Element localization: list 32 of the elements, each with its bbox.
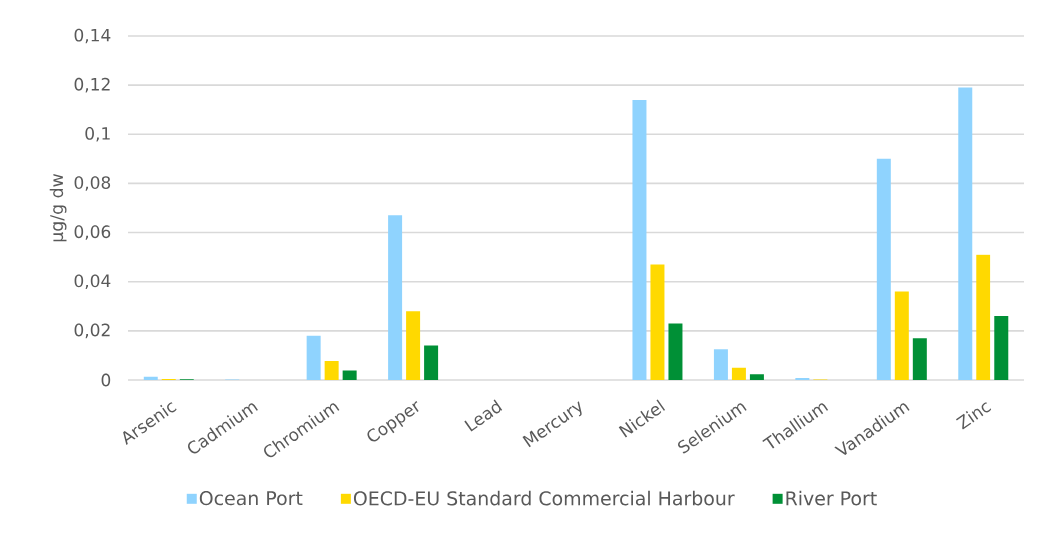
y-tick-label: 0,1 <box>85 126 110 142</box>
y-tick-label: 0,04 <box>74 274 111 289</box>
bar <box>342 370 357 380</box>
bar <box>424 345 439 380</box>
x-tick-label: Zinc <box>956 402 992 430</box>
y-tick-label: 0 <box>101 373 111 387</box>
y-tick-label: 0,14 <box>74 28 111 44</box>
bar <box>976 254 991 380</box>
y-tick-label: 0,12 <box>74 77 110 93</box>
bar <box>958 87 973 380</box>
bar <box>632 99 647 380</box>
bar <box>713 349 728 380</box>
y-tick-label: 0,06 <box>74 225 111 240</box>
bar <box>650 264 665 380</box>
bar <box>749 374 764 380</box>
bar <box>306 335 321 380</box>
bar <box>388 215 403 380</box>
legend-label: Ocean Port <box>199 490 303 506</box>
bar <box>994 316 1009 380</box>
y-tick-label: 0,08 <box>74 176 111 191</box>
bar <box>731 367 746 380</box>
bar <box>876 158 891 380</box>
bar <box>324 361 339 380</box>
legend-label: River Port <box>786 490 877 506</box>
legend-label: OECD-EU Standard Commercial Harbour <box>353 490 735 506</box>
bar <box>912 338 927 380</box>
bar <box>406 311 421 380</box>
y-axis-title: µg/g dw <box>49 173 67 242</box>
bar <box>894 291 909 380</box>
bar <box>143 376 158 380</box>
y-tick-label: 0,02 <box>74 323 110 339</box>
bar <box>668 323 683 380</box>
